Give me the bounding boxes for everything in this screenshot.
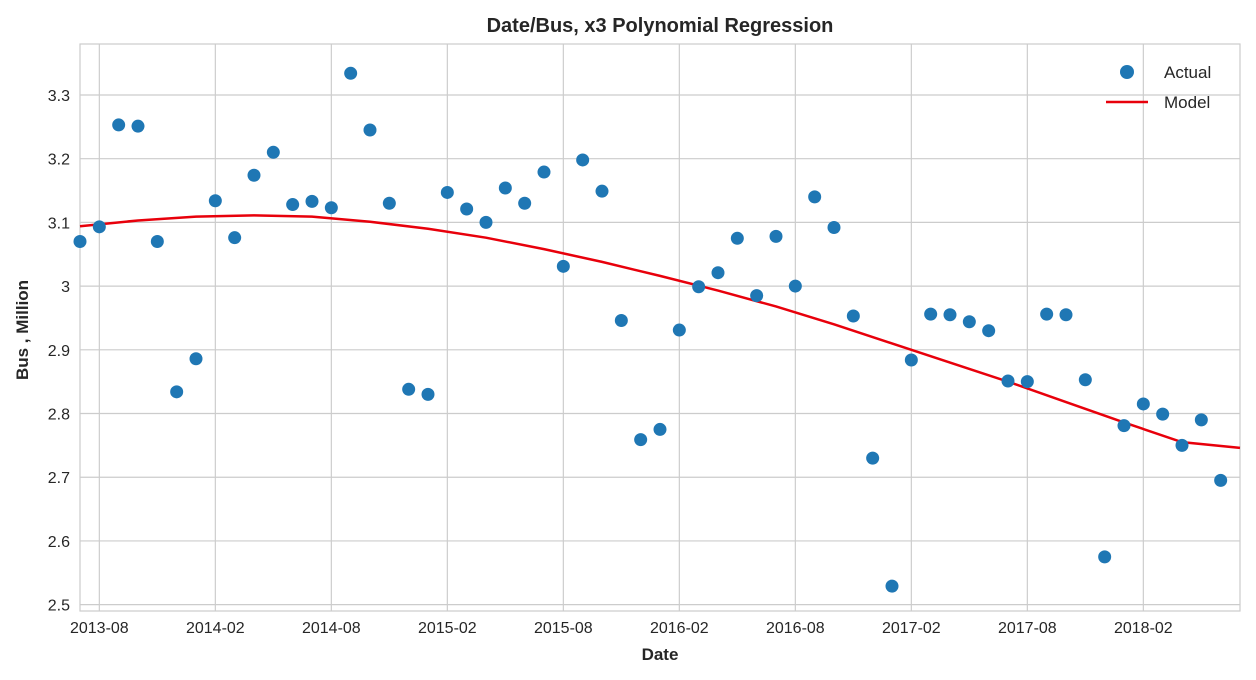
legend-marker-actual bbox=[1120, 65, 1134, 79]
actual-point bbox=[1020, 375, 1034, 389]
actual-point bbox=[924, 307, 938, 321]
actual-point bbox=[711, 266, 725, 280]
y-gridlines bbox=[80, 94, 1240, 606]
actual-point bbox=[537, 165, 551, 179]
model-series bbox=[79, 214, 1241, 450]
actual-point bbox=[1136, 397, 1150, 411]
actual-point bbox=[363, 123, 377, 137]
chart-title: Date/Bus, x3 Polynomial Regression bbox=[487, 15, 834, 37]
actual-point bbox=[827, 220, 841, 234]
x-tick-label: 2015-08 bbox=[534, 620, 593, 637]
y-tick-label: 2.6 bbox=[48, 534, 70, 551]
actual-point bbox=[305, 194, 319, 208]
actual-point bbox=[904, 353, 918, 367]
legend: Actual Model bbox=[1106, 63, 1211, 112]
legend-label-model: Model bbox=[1164, 93, 1210, 112]
actual-point bbox=[962, 315, 976, 329]
actual-point bbox=[653, 422, 667, 436]
actual-point bbox=[1078, 373, 1092, 387]
y-tick-label: 2.5 bbox=[48, 598, 70, 615]
actual-point bbox=[788, 279, 802, 293]
plot-area-frame bbox=[79, 43, 1241, 612]
actual-point bbox=[460, 202, 474, 216]
x-tick-label: 2014-08 bbox=[302, 620, 361, 637]
actual-point bbox=[943, 308, 957, 322]
actual-point bbox=[866, 451, 880, 465]
x-tick-label: 2017-02 bbox=[882, 620, 941, 637]
actual-point bbox=[1001, 374, 1015, 388]
actual-point bbox=[92, 220, 106, 234]
actual-point bbox=[112, 118, 126, 132]
x-tick-label: 2017-08 bbox=[998, 620, 1057, 637]
x-tick-label: 2016-08 bbox=[766, 620, 825, 637]
actual-point bbox=[344, 66, 358, 80]
actual-point bbox=[286, 198, 300, 212]
actual-point bbox=[576, 153, 590, 167]
x-axis-label: Date bbox=[642, 645, 679, 664]
y-tick-label: 2.9 bbox=[48, 343, 70, 360]
actual-point bbox=[730, 231, 744, 245]
x-tick-label: 2013-08 bbox=[70, 620, 129, 637]
y-tick-labels: 2.5 2.6 2.7 2.8 2.9 3 3.1 3.2 3.3 bbox=[48, 88, 70, 615]
actual-point bbox=[170, 385, 184, 399]
y-tick-label: 3.3 bbox=[48, 88, 70, 105]
actual-point bbox=[885, 579, 899, 593]
actual-point bbox=[1117, 419, 1131, 433]
actual-point bbox=[518, 196, 532, 210]
y-axis-label: Bus , Million bbox=[13, 280, 32, 380]
actual-point bbox=[189, 352, 203, 366]
x-tick-labels: 2013-08 2014-02 2014-08 2015-02 2015-08 2016-… bbox=[70, 620, 1173, 637]
actual-point bbox=[1059, 308, 1073, 322]
actual-point bbox=[498, 181, 512, 195]
x-tick-label: 2016-02 bbox=[650, 620, 709, 637]
y-tick-label: 2.8 bbox=[48, 407, 70, 424]
actual-point bbox=[150, 234, 164, 248]
actual-point bbox=[672, 323, 686, 337]
y-tick-label: 3.1 bbox=[48, 215, 70, 232]
actual-point bbox=[692, 280, 706, 294]
x-tick-label: 2015-02 bbox=[418, 620, 477, 637]
actual-point bbox=[1214, 473, 1228, 487]
legend-label-actual: Actual bbox=[1164, 63, 1211, 82]
actual-point bbox=[324, 201, 338, 215]
actual-point bbox=[73, 234, 87, 248]
actual-point bbox=[982, 324, 996, 338]
model-line bbox=[79, 214, 1241, 450]
actual-point bbox=[1156, 407, 1170, 421]
actual-point bbox=[634, 433, 648, 447]
actual-point bbox=[556, 259, 570, 273]
actual-point bbox=[595, 184, 609, 198]
actual-point bbox=[247, 168, 261, 182]
actual-point bbox=[131, 119, 145, 133]
actual-point bbox=[1194, 413, 1208, 427]
actual-point bbox=[769, 229, 783, 243]
actual-series bbox=[73, 66, 1228, 593]
actual-point bbox=[228, 231, 242, 245]
actual-point bbox=[808, 190, 822, 204]
actual-point bbox=[479, 215, 493, 229]
actual-point bbox=[208, 194, 222, 208]
actual-point bbox=[750, 289, 764, 303]
y-tick-label: 3.2 bbox=[48, 152, 70, 169]
x-gridlines bbox=[98, 44, 1144, 611]
actual-point bbox=[402, 382, 416, 396]
actual-point bbox=[421, 387, 435, 401]
y-tick-label: 2.7 bbox=[48, 470, 70, 487]
actual-point bbox=[846, 309, 860, 323]
x-tick-label: 2014-02 bbox=[186, 620, 245, 637]
actual-point bbox=[266, 145, 280, 159]
actual-point bbox=[1175, 438, 1189, 452]
actual-point bbox=[382, 196, 396, 210]
y-tick-label: 3 bbox=[61, 279, 70, 296]
actual-point bbox=[440, 185, 454, 199]
x-tick-label: 2018-02 bbox=[1114, 620, 1173, 637]
actual-point bbox=[1040, 307, 1054, 321]
actual-point bbox=[1098, 550, 1112, 564]
actual-point bbox=[614, 313, 628, 327]
